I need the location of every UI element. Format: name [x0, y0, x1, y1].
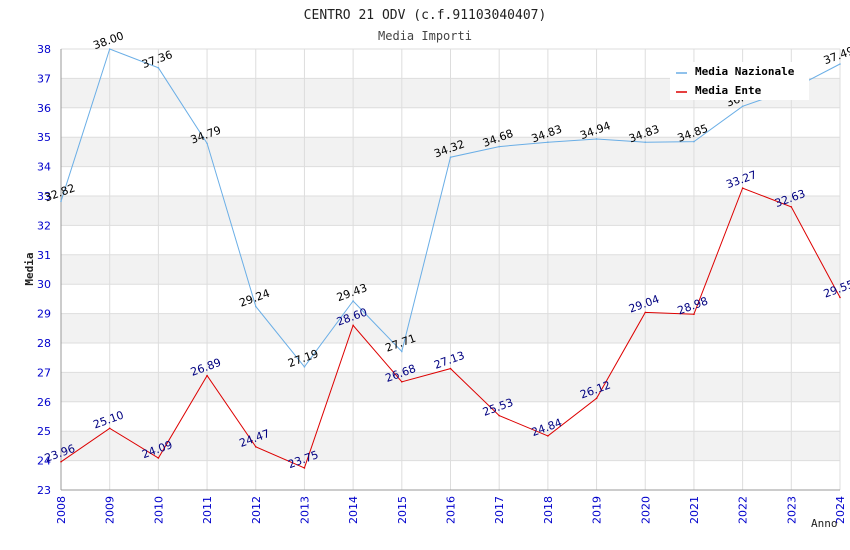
x-tick-label: 2019 — [591, 496, 604, 524]
y-tick-label: 37 — [37, 72, 51, 85]
y-tick-label: 32 — [37, 219, 51, 232]
legend-label-nazionale: Media Nazionale — [695, 65, 795, 78]
legend-box — [670, 62, 809, 100]
data-point — [839, 296, 841, 299]
y-tick-label: 25 — [37, 425, 51, 438]
x-tick-label: 2022 — [737, 496, 750, 524]
y-tick-label: 36 — [37, 102, 51, 115]
data-point — [303, 366, 306, 368]
y-tick-label: 28 — [37, 337, 51, 350]
y-tick-label: 33 — [37, 190, 51, 203]
y-tick-label: 30 — [37, 278, 51, 291]
x-tick-label: 2010 — [152, 496, 165, 524]
x-axis-label: Anno — [811, 517, 838, 530]
data-point — [401, 381, 403, 383]
chart-title: CENTRO 21 ODV (c.f.91103040407) — [304, 8, 547, 23]
data-point — [157, 67, 160, 69]
data-point — [401, 350, 403, 353]
y-tick-label: 35 — [37, 131, 51, 144]
data-point — [352, 324, 354, 327]
y-tick-label: 31 — [37, 249, 51, 262]
x-tick-label: 2008 — [55, 496, 68, 524]
data-point — [547, 435, 549, 437]
data-point — [693, 313, 695, 315]
data-point — [449, 367, 452, 370]
data-label: 37.49 — [822, 44, 850, 67]
x-tick-label: 2015 — [396, 496, 409, 524]
data-point — [693, 140, 695, 143]
data-point — [157, 457, 160, 459]
data-point — [547, 141, 549, 143]
data-label: 27.13 — [432, 349, 466, 372]
data-point — [206, 374, 208, 377]
x-tick-label: 2020 — [639, 496, 652, 524]
data-point — [108, 427, 111, 430]
y-tick-label: 24 — [37, 455, 51, 468]
data-point — [60, 460, 62, 463]
x-tick-label: 2013 — [298, 496, 311, 524]
data-point — [60, 200, 62, 203]
data-point — [741, 187, 744, 189]
data-point — [595, 138, 598, 140]
y-tick-label: 34 — [37, 161, 51, 174]
y-tick-label: 26 — [37, 396, 51, 409]
data-label: 29.24 — [238, 287, 272, 310]
y-axis-label: Media — [23, 252, 36, 285]
chart-subtitle: Media Importi — [378, 29, 472, 43]
x-tick-label: 2021 — [688, 496, 701, 524]
x-tick-label: 2017 — [493, 496, 506, 524]
legend: Media Nazionale Media Ente — [670, 62, 809, 100]
x-tick-label: 2018 — [542, 496, 555, 524]
data-label: 23.96 — [43, 442, 77, 465]
x-tick-label: 2023 — [785, 496, 798, 524]
x-tick-label: 2012 — [250, 496, 263, 524]
data-point — [644, 311, 647, 314]
data-point — [303, 467, 306, 469]
y-tick-label: 23 — [37, 484, 51, 497]
x-tick-label: 2024 — [834, 496, 847, 524]
data-point — [254, 445, 257, 448]
data-point — [254, 305, 257, 308]
data-point — [595, 397, 598, 400]
y-tick-label: 38 — [37, 43, 51, 56]
data-point — [206, 142, 208, 145]
x-tick-label: 2016 — [445, 496, 458, 524]
data-point — [498, 145, 500, 148]
data-point — [498, 414, 500, 417]
y-tick-label: 27 — [37, 366, 51, 379]
axes: 23 24 25 26 27 28 29 30 31 32 33 34 35 36 37 38 2008 2009… — [37, 43, 847, 524]
data-point — [790, 206, 793, 208]
data-label: 25.10 — [91, 408, 125, 431]
data-point — [352, 300, 354, 302]
data-label: 29.04 — [627, 293, 661, 316]
x-tick-label: 2011 — [201, 496, 214, 524]
data-point — [644, 141, 647, 143]
data-label: 33.27 — [724, 168, 758, 191]
x-tick-label: 2014 — [347, 496, 360, 524]
data-point — [839, 63, 841, 65]
data-point — [741, 105, 744, 108]
x-tick-label: 2009 — [104, 496, 117, 524]
data-point — [108, 48, 111, 50]
y-tick-label: 29 — [37, 308, 51, 321]
legend-label-ente: Media Ente — [695, 84, 762, 97]
data-point — [449, 156, 452, 158]
